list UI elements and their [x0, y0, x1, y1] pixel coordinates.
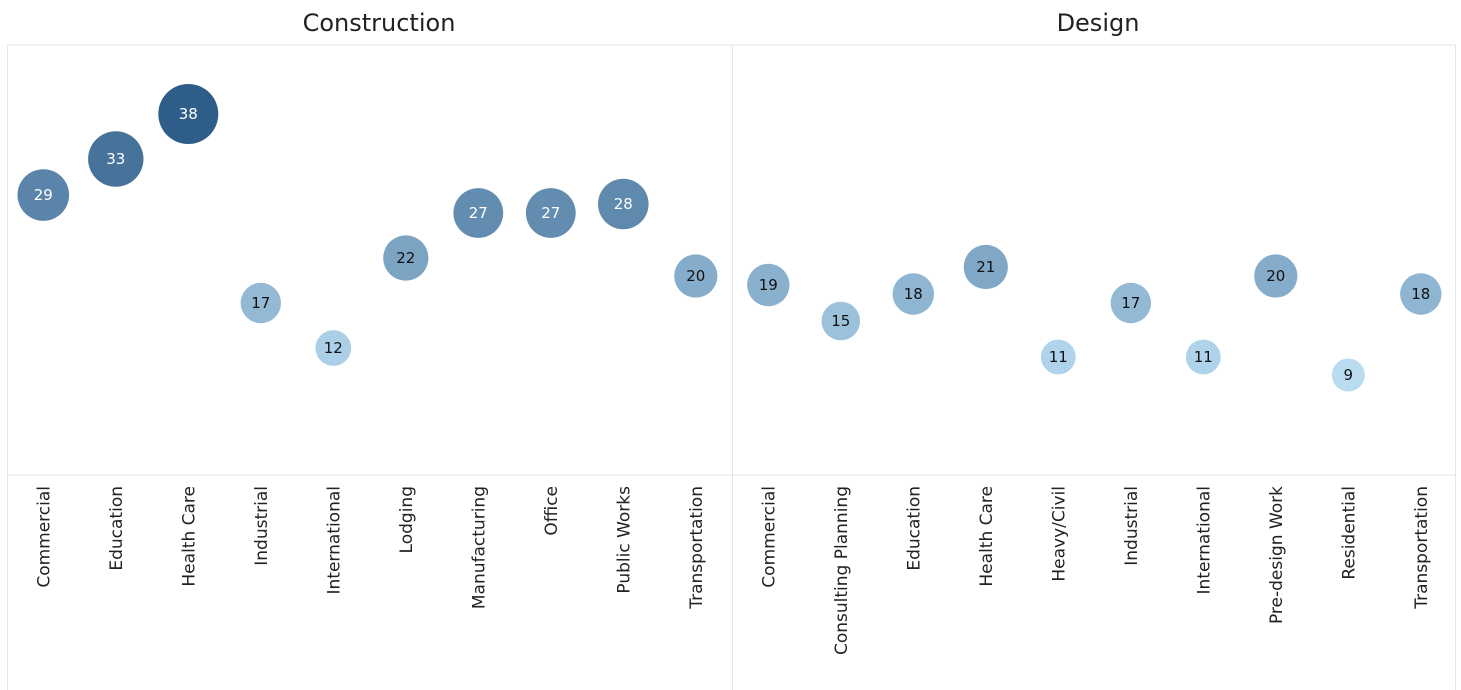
panel-title-construction: Construction: [303, 9, 456, 37]
plot-frame: [7, 44, 1456, 690]
data-label-design-residential: 9: [1344, 366, 1354, 384]
category-label-construction-industrial: Industrial: [252, 486, 272, 566]
bubble-construction-industrial: [240, 282, 281, 324]
data-label-construction-transportation: 20: [686, 267, 705, 285]
category-label-design-commercial: Commercial: [759, 486, 779, 588]
data-label-construction-industrial: 17: [251, 294, 270, 312]
category-labels: Commercial Education Health Care Industrial…: [34, 486, 1432, 655]
category-label-design-international: International: [1194, 486, 1214, 595]
bubble-construction-education: [88, 131, 144, 187]
category-label-design-education: Education: [904, 486, 924, 571]
data-label-construction-office: 27: [541, 204, 560, 222]
category-label-construction-health-care: Health Care: [179, 486, 199, 587]
bubble-construction-lodging: [383, 235, 429, 281]
bubble-design-heavy-civil: [1040, 339, 1076, 375]
panel-title-design: Design: [1057, 9, 1140, 37]
bubble-construction-manufacturing: [453, 188, 504, 238]
category-label-design-pre-design-work: Pre-design Work: [1267, 486, 1287, 624]
category-label-construction-lodging: Lodging: [397, 486, 417, 553]
data-label-design-transportation: 18: [1411, 285, 1430, 303]
category-label-construction-manufacturing: Manufacturing: [469, 486, 489, 609]
category-label-construction-transportation: Transportation: [687, 486, 707, 610]
category-label-design-industrial: Industrial: [1122, 486, 1142, 566]
category-label-design-transportation: Transportation: [1412, 486, 1432, 610]
bubble-construction-public-works: [598, 178, 649, 230]
data-label-design-health-care: 21: [976, 258, 995, 276]
data-label-design-pre-design-work: 20: [1266, 267, 1285, 285]
data-label-design-consulting-planning: 15: [831, 312, 850, 330]
category-label-construction-international: International: [324, 486, 344, 595]
bubble-design-health-care: [963, 244, 1008, 290]
category-label-design-heavy-civil: Heavy/Civil: [1049, 486, 1069, 582]
data-label-construction-public-works: 28: [614, 195, 633, 213]
bubble-design-transportation: [1400, 273, 1442, 315]
data-label-construction-lodging: 22: [396, 249, 415, 267]
category-label-construction-commercial: Commercial: [34, 486, 54, 588]
bubble-design-industrial: [1110, 282, 1152, 324]
bubble-design-commercial: [747, 263, 790, 307]
bubble-construction-commercial: [17, 169, 70, 221]
data-label-design-heavy-civil: 11: [1049, 348, 1068, 366]
data-label-construction-manufacturing: 27: [469, 204, 488, 222]
data-label-design-education: 18: [904, 285, 923, 303]
bubble-construction-transportation: [674, 254, 718, 298]
data-label-construction-commercial: 29: [34, 186, 53, 204]
data-label-construction-education: 33: [106, 150, 125, 168]
data-label-design-international: 11: [1194, 348, 1213, 366]
bubble-design-pre-design-work: [1254, 254, 1298, 298]
bubble-marks: 29 33 38 17 12 22 27 27 28 20 19 15 18 21 11 17 11 20 9 18: [17, 84, 1442, 392]
category-label-design-consulting-planning: Consulting Planning: [832, 486, 852, 655]
bubble-design-residential: [1331, 358, 1365, 392]
category-label-construction-office: Office: [542, 486, 562, 536]
category-label-design-residential: Residential: [1339, 486, 1359, 580]
data-label-design-commercial: 19: [759, 276, 778, 294]
bubble-construction-international: [315, 330, 352, 366]
category-label-construction-education: Education: [107, 486, 127, 571]
bubble-construction-office: [525, 188, 576, 238]
data-label-design-industrial: 17: [1121, 294, 1140, 312]
bubble-design-international: [1185, 339, 1221, 375]
bubble-construction-health-care: [158, 84, 219, 144]
category-label-design-health-care: Health Care: [977, 486, 997, 587]
bubble-design-consulting-planning: [821, 301, 861, 341]
bubble-design-education: [892, 273, 934, 315]
data-label-construction-international: 12: [324, 339, 343, 357]
category-label-construction-public-works: Public Works: [614, 486, 634, 594]
data-label-construction-health-care: 38: [179, 105, 198, 123]
